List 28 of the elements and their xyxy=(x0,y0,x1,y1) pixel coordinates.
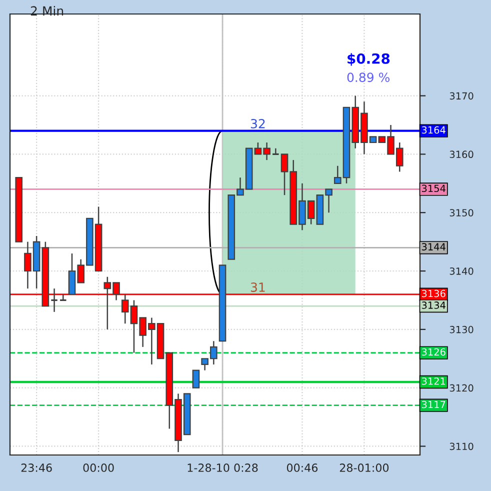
ref-line-label: 3144 xyxy=(422,243,446,250)
y-tick-label: 3160 xyxy=(450,150,474,158)
y-tick-label: 3130 xyxy=(450,326,474,334)
x-tick-label: 1-28-10 0:28 xyxy=(188,464,258,472)
y-tick-label: 3150 xyxy=(450,209,474,216)
y-tick-label: 3110 xyxy=(450,442,474,450)
candlestick xyxy=(272,148,280,156)
x-tick-label: 00:00 xyxy=(83,464,114,472)
annotation: 31 xyxy=(250,282,265,292)
candlestick xyxy=(192,370,200,388)
candlestick xyxy=(50,288,58,313)
ref-line-label: 3164 xyxy=(422,126,446,134)
annotation: 0.89 % xyxy=(347,72,390,82)
y-tick-label: 3170 xyxy=(450,92,474,100)
ref-line-label: 3136 xyxy=(422,290,446,298)
ref-line-label: 3126 xyxy=(422,348,446,356)
ref-line-label: 3117 xyxy=(422,400,446,408)
annotation: 32 xyxy=(250,118,265,128)
x-tick-label: 23:46 xyxy=(21,464,52,472)
candlestick xyxy=(59,294,68,302)
x-tick-label: 28-01:00 xyxy=(340,464,389,472)
annotation: $0.28 xyxy=(348,53,390,66)
y-tick-label: 3120 xyxy=(450,384,474,392)
ref-line-label: 3134 xyxy=(422,302,446,309)
y-tick-label: 3140 xyxy=(450,267,474,275)
ref-line-label: 3154 xyxy=(422,184,446,192)
x-tick-label: 00:46 xyxy=(286,464,318,472)
ref-line-label: 3121 xyxy=(422,377,446,385)
